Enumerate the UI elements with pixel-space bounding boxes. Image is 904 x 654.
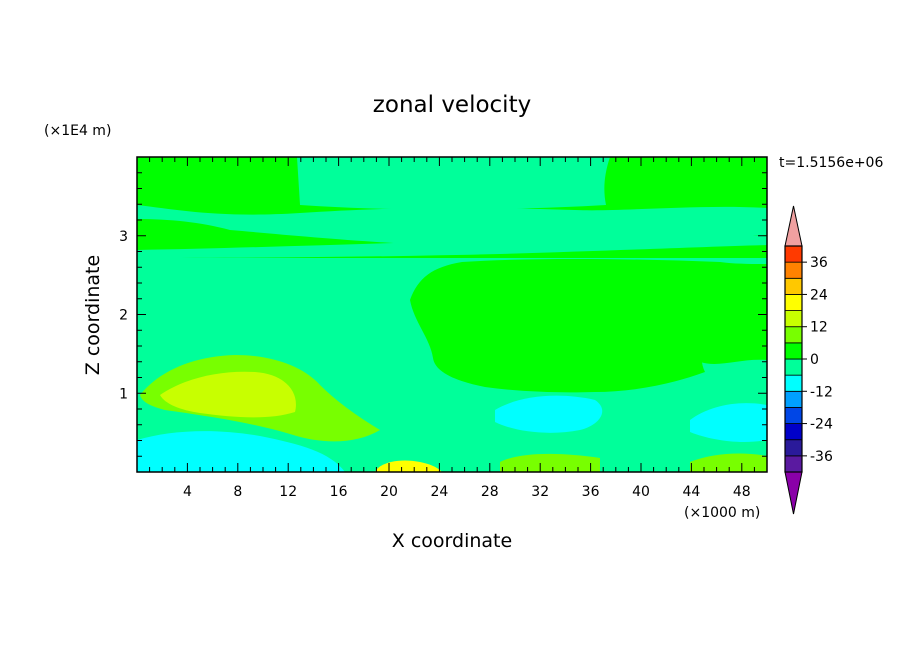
field-green-tongue xyxy=(410,258,767,393)
x-axis-label: X coordinate xyxy=(392,530,512,552)
x-tick-label: 32 xyxy=(531,484,549,500)
x-tick-label: 24 xyxy=(430,484,448,500)
x-tick-label: 8 xyxy=(233,484,242,500)
field-yellow-bottom xyxy=(375,460,442,472)
colorbar-bin xyxy=(784,245,803,263)
x-axis: 4 8 12 16 20 24 28 32 36 40 44 48 xyxy=(149,157,755,500)
colorbar-bin xyxy=(784,390,803,408)
colorbar-tick-label: 24 xyxy=(810,287,828,303)
colorbar-tick-label: 36 xyxy=(810,255,828,271)
field-cyan-center xyxy=(495,395,603,433)
y-axis-label: Z coordinate xyxy=(82,255,104,375)
field-yellow-core xyxy=(160,371,296,418)
colorbar-bin xyxy=(784,374,803,392)
time-label: t=1.5156e+06 xyxy=(779,155,883,171)
colorbar-bin xyxy=(784,342,803,360)
x-tick-label: 44 xyxy=(682,484,700,500)
colorbar-tick-label: -24 xyxy=(810,417,833,433)
y-tick-label: 1 xyxy=(119,386,128,402)
x-tick-label: 16 xyxy=(330,484,348,500)
colorbar-bin xyxy=(784,455,803,473)
colorbar-tick-label: 0 xyxy=(810,352,819,368)
colorbar-lower-extend xyxy=(784,471,803,515)
colorbar-bin xyxy=(784,423,803,441)
x-tick-label: 36 xyxy=(582,484,600,500)
field-green-bottom-patches xyxy=(500,453,767,472)
y-axis: 1 2 3 xyxy=(119,172,767,457)
field-cyan-lower-left xyxy=(137,431,345,472)
x-tick-label: 20 xyxy=(380,484,398,500)
colorbar-bin xyxy=(784,261,803,279)
contour-field xyxy=(137,157,767,472)
field-cyan-right xyxy=(690,403,767,443)
x-tick-label: 40 xyxy=(632,484,650,500)
colorbar-tick-label: 12 xyxy=(810,320,828,336)
colorbar-bin xyxy=(784,358,803,376)
y-tick-label: 3 xyxy=(119,229,128,245)
colorbar-bin xyxy=(784,326,803,344)
field-upper-left-patch xyxy=(297,157,610,210)
colorbar: 36 24 12 0 -12 -24 -36 xyxy=(784,205,833,515)
colorbar-bin xyxy=(784,294,803,311)
x-tick-label: 4 xyxy=(183,484,192,500)
field-thin-band xyxy=(137,236,767,258)
colorbar-bin xyxy=(784,407,803,424)
colorbar-tick-label: -12 xyxy=(810,384,833,400)
colorbar-upper-extend xyxy=(784,205,803,247)
x-tick-label: 28 xyxy=(481,484,499,500)
y-tick-label: 2 xyxy=(119,308,128,324)
colorbar-bin xyxy=(784,310,803,328)
x-unit-label: (×1000 m) xyxy=(684,505,760,521)
field-upper-band xyxy=(137,205,767,248)
x-tick-label: 48 xyxy=(733,484,751,500)
x-tick-label: 12 xyxy=(279,484,297,500)
chart-title: zonal velocity xyxy=(373,92,531,118)
colorbar-bin xyxy=(784,439,803,457)
colorbar-bin xyxy=(784,277,803,295)
colorbar-tick-label: -36 xyxy=(810,449,833,465)
y-unit-label: (×1E4 m) xyxy=(44,123,111,139)
